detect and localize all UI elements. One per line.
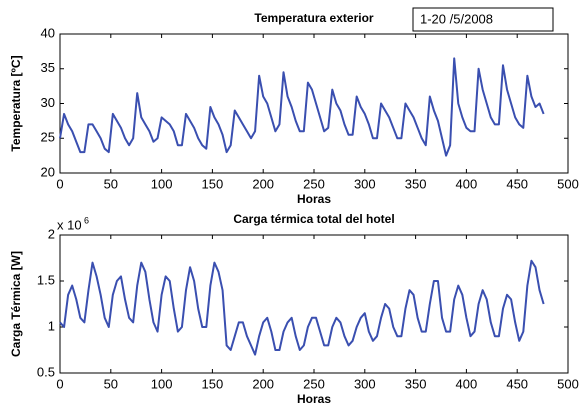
x-tick-label: 500 — [557, 376, 579, 391]
axes-box — [59, 234, 569, 374]
y-tick-label: 1.5 — [37, 272, 55, 287]
data-line — [59, 57, 545, 157]
x-tick-label: 450 — [506, 376, 528, 391]
y-tick-label: 35 — [41, 60, 55, 75]
x-tick-label: 400 — [456, 376, 478, 391]
y-axis-label: Carga Térmica [W] — [9, 251, 23, 357]
data-line — [59, 259, 545, 356]
y-tick-label: 20 — [41, 164, 55, 179]
x-tick-label: 150 — [202, 176, 224, 191]
x-tick-label: 250 — [303, 176, 325, 191]
y-multiplier-exponent: 6 — [84, 215, 89, 225]
x-tick-label: 50 — [104, 176, 118, 191]
chart-title: Temperatura exterior — [254, 11, 373, 25]
y-tick-label: 30 — [41, 95, 55, 110]
x-tick-label: 150 — [202, 376, 224, 391]
x-tick-label: 250 — [303, 376, 325, 391]
x-tick-label: 0 — [56, 376, 63, 391]
y-tick-label: 1 — [48, 318, 55, 333]
y-multiplier: x 10 — [57, 217, 82, 232]
x-tick-label: 50 — [104, 376, 118, 391]
x-tick-label: 400 — [456, 176, 478, 191]
x-tick-label: 0 — [56, 176, 63, 191]
x-tick-label: 450 — [506, 176, 528, 191]
y-tick-label: 0.5 — [37, 364, 55, 379]
x-tick-label: 350 — [405, 376, 427, 391]
y-tick-label: 25 — [41, 130, 55, 145]
chart-title: Carga térmica total del hotel — [233, 212, 394, 226]
x-tick-label: 200 — [252, 176, 274, 191]
x-axis-label: Horas — [297, 192, 331, 206]
x-tick-label: 200 — [252, 376, 274, 391]
x-tick-label: 350 — [405, 176, 427, 191]
x-tick-label: 100 — [151, 376, 173, 391]
y-tick-label: 2 — [48, 226, 55, 241]
y-tick-label: 40 — [41, 25, 55, 40]
annotation: 1-20 /5/2008 — [420, 11, 493, 26]
x-tick-label: 500 — [557, 176, 579, 191]
x-tick-label: 100 — [151, 176, 173, 191]
x-tick-label: 300 — [354, 176, 376, 191]
y-axis-label: Temperatura [ºC] — [9, 55, 23, 151]
x-axis-label: Horas — [297, 392, 331, 406]
x-tick-label: 300 — [354, 376, 376, 391]
annotation-box — [412, 7, 554, 32]
